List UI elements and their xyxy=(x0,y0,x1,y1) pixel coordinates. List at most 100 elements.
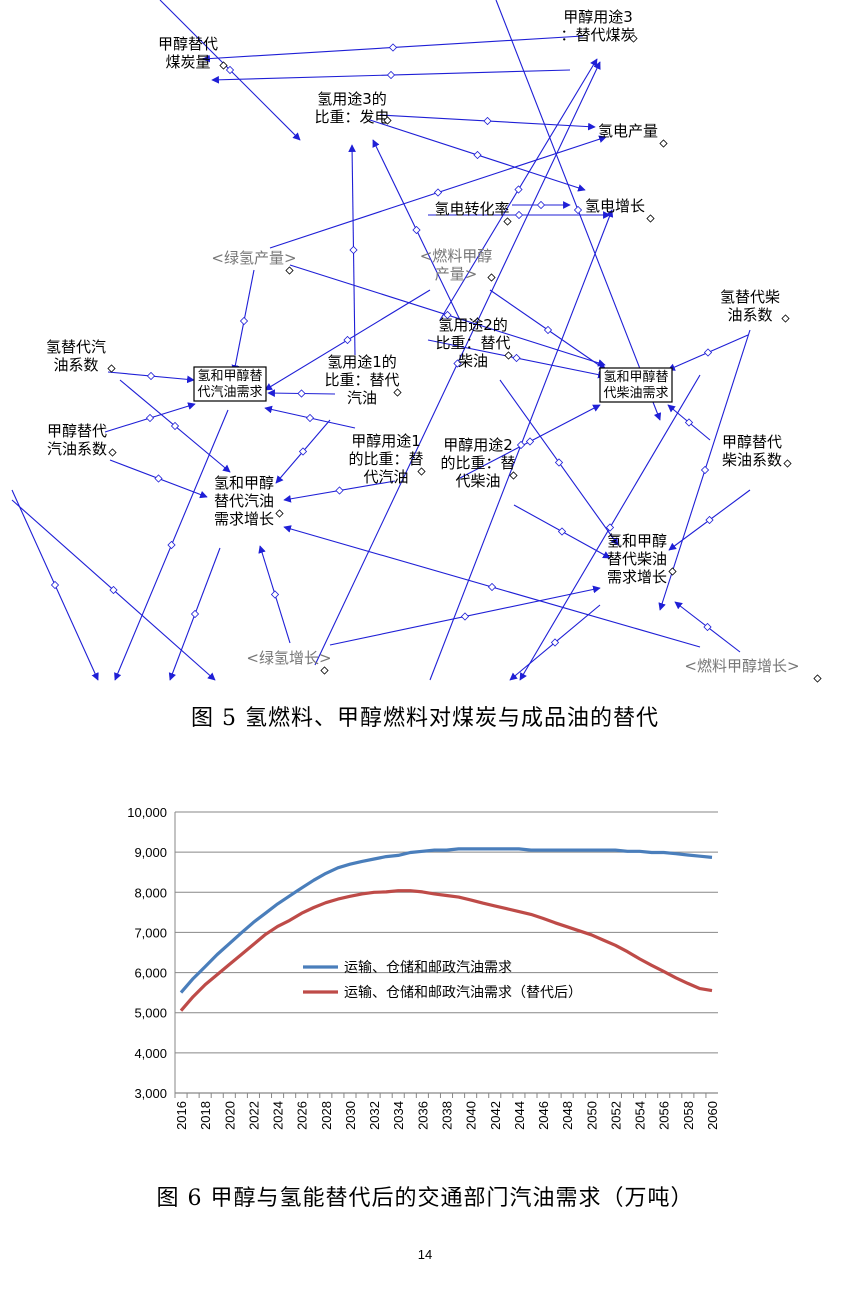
y-tick-label: 9,000 xyxy=(134,845,167,860)
arrow-midpoint-marker xyxy=(705,515,714,525)
node-hydrogen-power-growth: 氢电增长 xyxy=(585,197,655,223)
x-tick-label: 2018 xyxy=(198,1101,213,1130)
node-marker xyxy=(668,567,677,576)
arrow-midpoint-marker xyxy=(554,458,564,467)
x-tick-label: 2044 xyxy=(512,1101,527,1130)
node-marker xyxy=(320,666,329,675)
arrow-midpoint-marker xyxy=(703,622,712,632)
node-label: 需求增长 xyxy=(607,568,667,586)
node-green-h2-output: <绿氢产量> xyxy=(211,249,297,275)
node-marker xyxy=(383,116,392,125)
node-label: <绿氢增长> xyxy=(246,649,331,667)
x-tick-label: 2048 xyxy=(560,1101,575,1130)
node-marker xyxy=(781,314,790,323)
x-tick-label: 2032 xyxy=(367,1101,382,1130)
causal-loop-diagram: 甲醇用途3：替代煤炭甲醇替代煤炭量氢用途3的比重：发电氢电产量氢电增长氢电转化率… xyxy=(11,0,822,683)
chart-series-lines xyxy=(179,847,713,1012)
arrow-midpoint-marker xyxy=(516,440,526,450)
arrow-midpoint-marker xyxy=(514,185,523,194)
y-tick-label: 4,000 xyxy=(134,1046,167,1061)
x-tick-label: 2054 xyxy=(633,1101,648,1130)
node-fuel-methanol-growth: <燃料甲醇增长> xyxy=(684,657,822,683)
node-label: 氢电转化率 xyxy=(434,200,509,218)
arrow-midpoint-marker xyxy=(50,580,60,590)
node-label: 甲醇用途1 xyxy=(351,432,421,450)
x-tick-label: 2046 xyxy=(536,1101,551,1130)
node-label: 氢用途1的 xyxy=(327,353,397,371)
node-label: 比重：发电 xyxy=(314,108,389,126)
arrow-midpoint-marker xyxy=(473,150,482,160)
arrow-midpoint-marker xyxy=(170,421,180,431)
x-tick-label: 2028 xyxy=(319,1101,334,1130)
node-label: 氢电增长 xyxy=(585,197,645,215)
series-line-1 xyxy=(179,847,713,994)
arrow-midpoint-marker xyxy=(460,612,470,621)
node-label: 代柴油 xyxy=(455,472,500,490)
node-label: 甲醇用途2 xyxy=(443,436,513,454)
arrow-midpoint-marker xyxy=(109,585,118,595)
node-hydrogen-power: 氢电产量 xyxy=(598,122,668,148)
node-label: 需求增长 xyxy=(214,510,274,528)
node-label: 煤炭量 xyxy=(165,53,210,71)
node-label: 甲醇用途3 xyxy=(563,8,633,26)
node-label: 柴油系数 xyxy=(722,451,782,469)
x-tick-label: 2024 xyxy=(271,1101,286,1130)
node-methanol-use3: 甲醇用途3：替代煤炭 xyxy=(560,8,638,44)
node-label: 比重：替代 xyxy=(435,334,510,352)
node-green-h2-growth: <绿氢增长> xyxy=(246,649,332,675)
stock-box-label: 代柴油需求 xyxy=(603,386,668,401)
node-marker xyxy=(108,448,117,457)
arrow-midpoint-marker xyxy=(239,316,249,326)
node-label: 的比重：替 xyxy=(348,450,423,468)
arrow-midpoint-marker xyxy=(453,359,462,368)
node-marker xyxy=(509,471,518,480)
arrow-midpoint-marker xyxy=(298,447,308,456)
arrow-midpoint-marker xyxy=(543,325,553,335)
arrow-midpoint-marker xyxy=(412,225,421,235)
node-label: 氢用途3的 xyxy=(317,90,387,108)
arrow-midpoint-marker xyxy=(146,371,156,381)
node-marker xyxy=(219,61,228,70)
x-tick-label: 2016 xyxy=(174,1101,189,1130)
arrow-midpoint-marker xyxy=(700,465,710,475)
x-tick-label: 2036 xyxy=(415,1101,430,1130)
stock-box-label: 氢和甲醇替 xyxy=(197,368,262,384)
x-tick-label: 2030 xyxy=(343,1101,358,1130)
node-label: 比重：替代 xyxy=(324,371,399,389)
arrow-midpoint-marker xyxy=(335,486,344,495)
arrow-midpoint-marker xyxy=(386,70,396,80)
arrow-midpoint-marker xyxy=(487,582,497,592)
arrow-midpoint-marker xyxy=(525,437,535,446)
arrow-midpoint-marker xyxy=(297,389,306,398)
node-marker xyxy=(629,34,638,43)
arrow-midpoint-marker xyxy=(605,523,615,532)
y-tick-label: 5,000 xyxy=(134,1006,167,1021)
arrow-midpoint-marker xyxy=(703,348,713,357)
arrow-midpoint-marker xyxy=(145,413,155,423)
node-marker xyxy=(393,388,402,397)
x-tick-label: 2040 xyxy=(464,1101,479,1130)
node-marker xyxy=(107,364,116,373)
y-axis-tick-labels: 3,000 4,000 5,000 6,000 7,000 8,000 9,000 10,00… xyxy=(127,805,167,1101)
arrow-midpoint-marker xyxy=(573,205,583,215)
node-marker xyxy=(646,214,655,223)
node-marker xyxy=(417,467,426,476)
figure-5-caption: 图 5 氢燃料、甲醇燃料对煤炭与成品油的替代 xyxy=(191,706,659,731)
x-tick-label: 2052 xyxy=(608,1101,623,1130)
node-label: <燃料甲醇 xyxy=(420,247,493,265)
y-tick-label: 7,000 xyxy=(134,925,167,940)
series-line-2 xyxy=(179,889,713,1012)
diagram-arrows xyxy=(11,0,751,681)
x-tick-label: 2058 xyxy=(681,1101,696,1130)
x-tick-label: 2042 xyxy=(488,1101,503,1130)
node-label: 替代柴油 xyxy=(607,550,667,568)
